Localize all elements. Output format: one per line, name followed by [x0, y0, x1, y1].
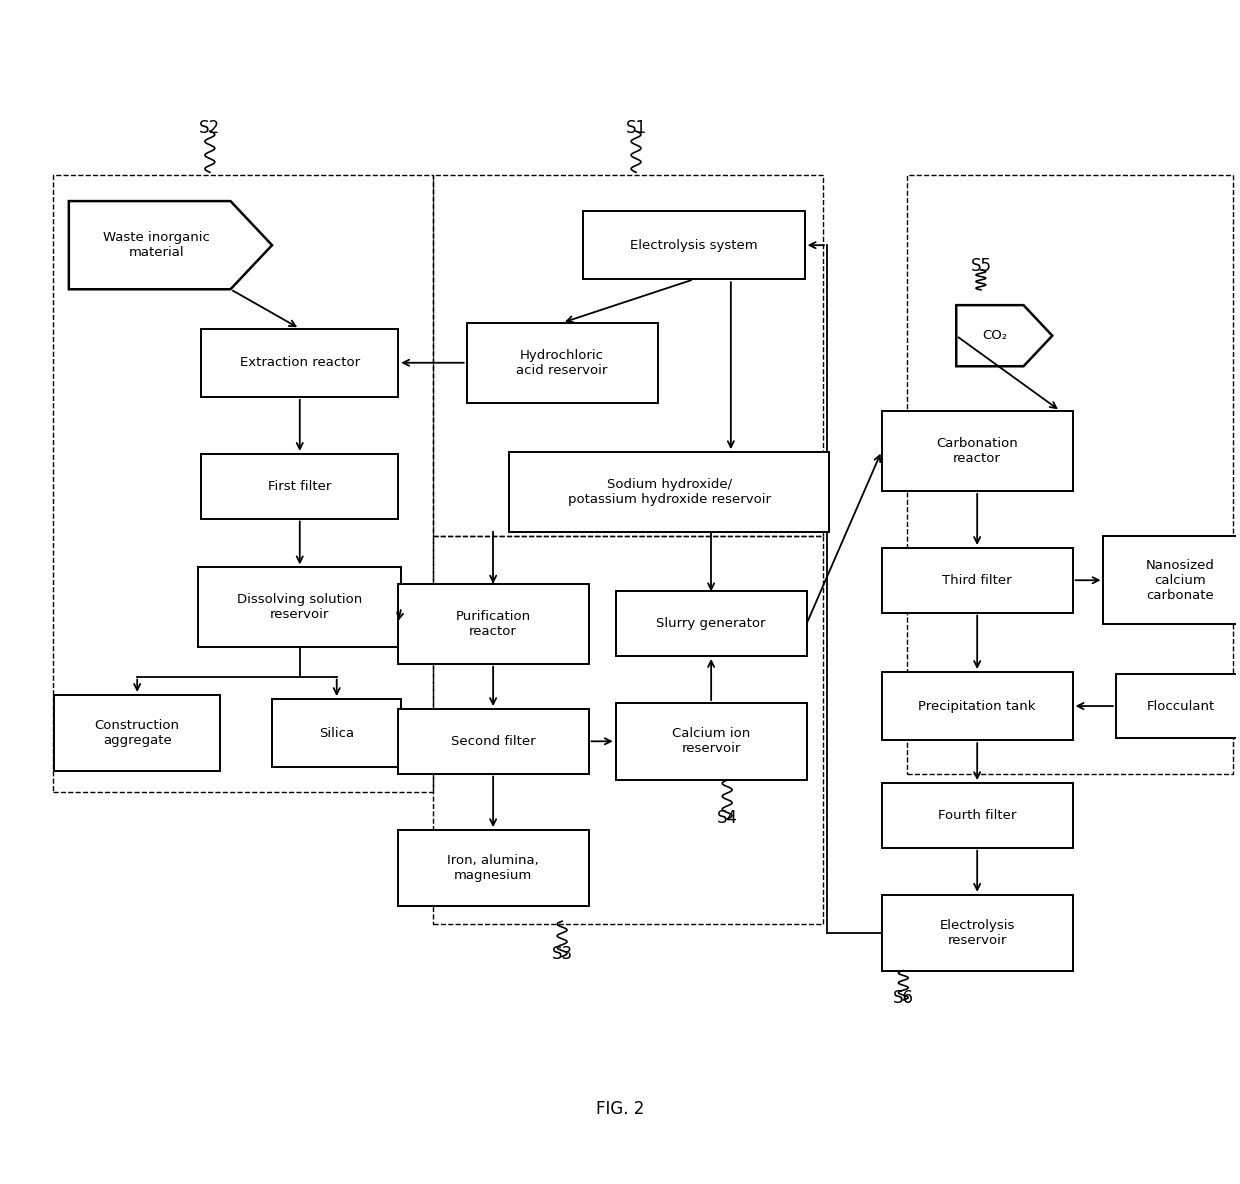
Text: Calcium ion
reservoir: Calcium ion reservoir: [672, 727, 750, 755]
Text: S5: S5: [971, 257, 991, 276]
Text: S4: S4: [717, 809, 738, 826]
FancyBboxPatch shape: [882, 673, 1073, 740]
Text: S1: S1: [625, 118, 646, 136]
Text: Iron, alumina,
magnesium: Iron, alumina, magnesium: [448, 855, 539, 882]
FancyBboxPatch shape: [272, 699, 402, 767]
Text: Third filter: Third filter: [942, 574, 1012, 587]
FancyBboxPatch shape: [466, 323, 657, 403]
FancyBboxPatch shape: [882, 783, 1073, 848]
FancyBboxPatch shape: [398, 830, 589, 907]
FancyBboxPatch shape: [198, 567, 402, 648]
Text: Purification
reactor: Purification reactor: [455, 610, 531, 638]
FancyBboxPatch shape: [510, 452, 830, 532]
Text: Nanosized
calcium
carbonate: Nanosized calcium carbonate: [1146, 559, 1215, 601]
Text: S6: S6: [893, 989, 914, 1006]
FancyBboxPatch shape: [616, 592, 806, 656]
FancyBboxPatch shape: [1104, 536, 1240, 624]
Text: Electrolysis system: Electrolysis system: [630, 239, 758, 252]
Text: Slurry generator: Slurry generator: [656, 617, 766, 630]
FancyBboxPatch shape: [201, 453, 398, 519]
Text: Waste inorganic
material: Waste inorganic material: [103, 231, 210, 259]
Polygon shape: [956, 305, 1053, 366]
Text: Silica: Silica: [319, 727, 355, 740]
FancyBboxPatch shape: [201, 329, 398, 397]
FancyBboxPatch shape: [398, 584, 589, 664]
Text: Hydrochloric
acid reservoir: Hydrochloric acid reservoir: [516, 349, 608, 377]
Text: S2: S2: [200, 118, 221, 136]
Text: Carbonation
reactor: Carbonation reactor: [936, 437, 1018, 465]
Text: Flocculant: Flocculant: [1146, 700, 1214, 713]
Text: Construction
aggregate: Construction aggregate: [94, 719, 180, 747]
Text: Dissolving solution
reservoir: Dissolving solution reservoir: [237, 593, 362, 622]
Text: CO₂: CO₂: [982, 329, 1007, 342]
Text: FIG. 2: FIG. 2: [595, 1100, 645, 1119]
Text: Electrolysis
reservoir: Electrolysis reservoir: [940, 919, 1014, 947]
FancyBboxPatch shape: [882, 895, 1073, 971]
FancyBboxPatch shape: [1116, 674, 1240, 739]
Text: Precipitation tank: Precipitation tank: [919, 700, 1035, 713]
FancyBboxPatch shape: [583, 211, 805, 279]
Text: First filter: First filter: [268, 480, 331, 493]
FancyBboxPatch shape: [55, 695, 221, 771]
Text: S3: S3: [552, 945, 573, 963]
FancyBboxPatch shape: [398, 709, 589, 773]
FancyBboxPatch shape: [882, 548, 1073, 612]
Text: Extraction reactor: Extraction reactor: [239, 356, 360, 369]
Text: Sodium hydroxide/
potassium hydroxide reservoir: Sodium hydroxide/ potassium hydroxide re…: [568, 478, 771, 506]
Text: Fourth filter: Fourth filter: [937, 809, 1017, 822]
FancyBboxPatch shape: [882, 411, 1073, 491]
FancyBboxPatch shape: [616, 703, 806, 779]
Text: Second filter: Second filter: [451, 735, 536, 748]
Polygon shape: [69, 201, 272, 289]
